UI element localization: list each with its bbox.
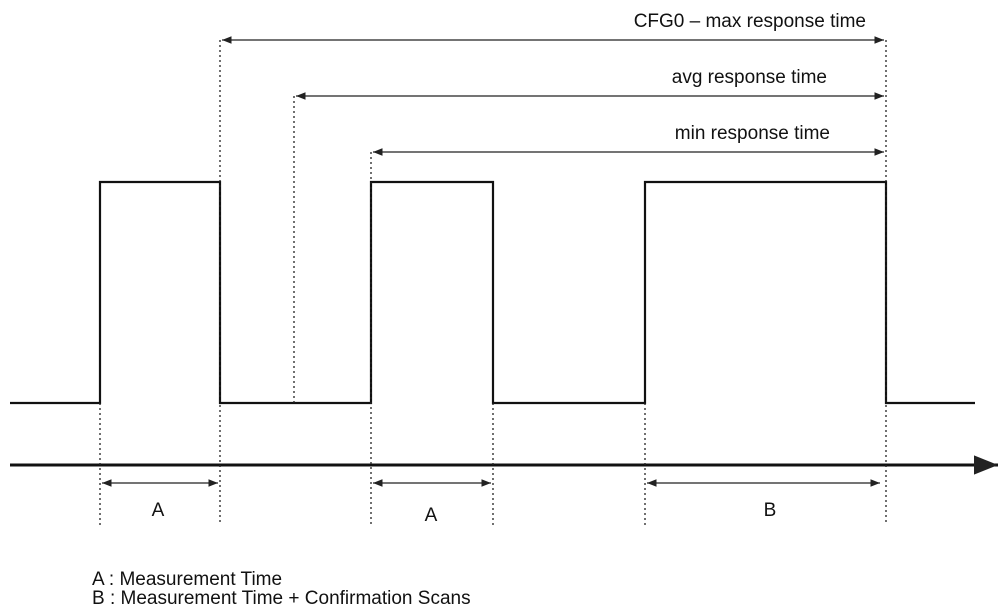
waveform <box>10 180 975 405</box>
interval-label: B <box>764 500 777 521</box>
response-arrows <box>102 36 884 487</box>
max-label: CFG0 – max response time <box>634 11 866 32</box>
legend-entry: B : Measurement Time + Confirmation Scan… <box>92 588 471 609</box>
min-label: min response time <box>675 123 830 144</box>
interval-label: A <box>425 505 438 526</box>
avg-label: avg response time <box>672 67 827 88</box>
interval-label: A <box>152 500 165 521</box>
guides <box>99 40 887 525</box>
legend-entry: A : Measurement Time <box>92 569 282 590</box>
